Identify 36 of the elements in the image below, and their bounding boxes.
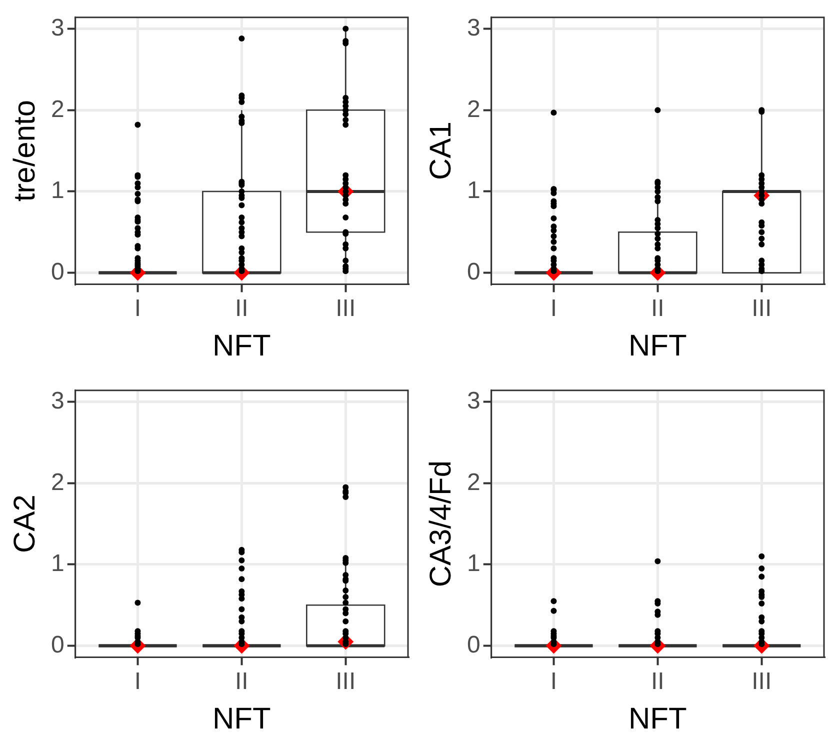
- x-axis-title: NFT: [628, 329, 687, 362]
- y-tick-label: 1: [466, 550, 480, 578]
- y-tick-label: 2: [466, 468, 480, 496]
- y-tick-label: 3: [466, 14, 480, 42]
- y-tick-label: 2: [50, 468, 64, 496]
- y-tick-label: 0: [466, 258, 480, 286]
- y-tick-label: 0: [50, 258, 64, 286]
- y-tick-label: 1: [50, 177, 64, 204]
- x-tick-label: I: [134, 668, 142, 696]
- y-tick-label: 1: [466, 177, 480, 204]
- x-tick-label: II: [651, 295, 664, 322]
- x-tick-label: I: [550, 295, 558, 322]
- y-tick-label: 0: [50, 631, 64, 658]
- y-tick-label: 0: [466, 631, 480, 658]
- y-axis-title: CA3/4/Fd: [424, 460, 458, 588]
- x-tick-label: I: [134, 295, 142, 322]
- y-tick-label: 3: [50, 14, 64, 42]
- y-tick-label: 3: [50, 387, 64, 414]
- y-axis-title: CA1: [424, 122, 458, 180]
- x-axis-title: NFT: [212, 329, 271, 362]
- y-tick-label: 2: [466, 96, 480, 123]
- y-axis-title: CA2: [8, 494, 42, 553]
- x-tick-label: II: [651, 668, 664, 696]
- x-tick-label: II: [235, 668, 248, 696]
- x-axis-title: NFT: [628, 702, 687, 736]
- x-tick-label: II: [235, 295, 248, 322]
- x-axis-title: NFT: [212, 702, 271, 736]
- y-tick-label: 3: [466, 387, 480, 414]
- x-tick-label: III: [752, 295, 772, 322]
- y-tick-label: 2: [50, 96, 64, 123]
- x-tick-label: III: [752, 668, 772, 696]
- y-axis-title: tre/ento: [8, 100, 42, 202]
- y-tick-label: 1: [50, 550, 64, 578]
- x-tick-label: I: [550, 668, 558, 696]
- x-tick-label: III: [336, 668, 356, 696]
- x-tick-label: III: [336, 295, 356, 322]
